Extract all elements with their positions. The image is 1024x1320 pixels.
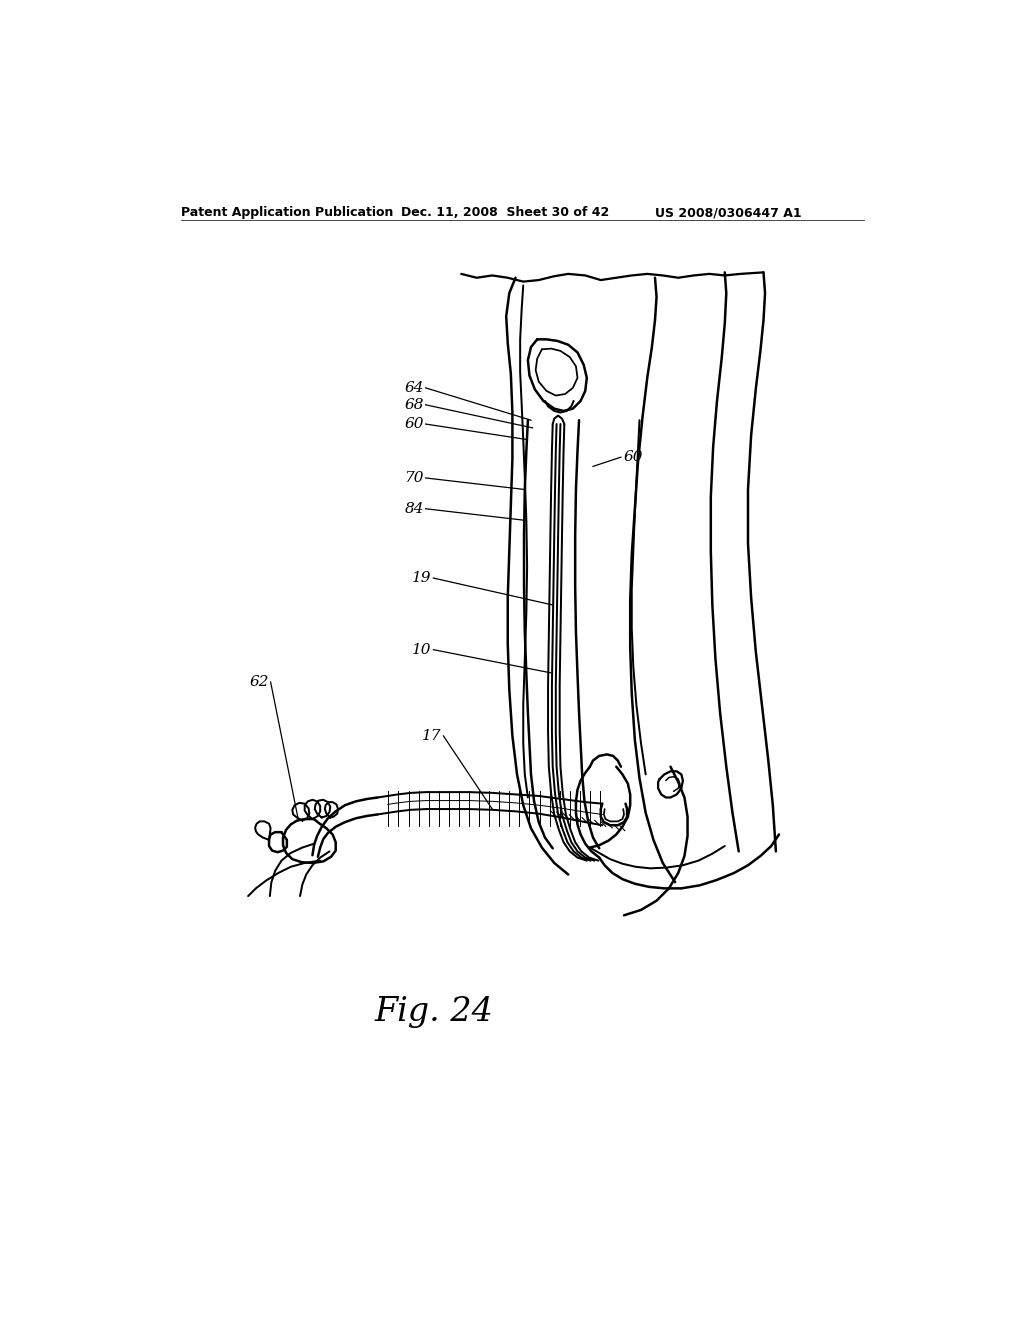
Text: 60: 60 <box>404 417 424 432</box>
Text: 62: 62 <box>250 675 269 689</box>
Text: 60: 60 <box>624 450 643 465</box>
Text: 84: 84 <box>404 502 424 516</box>
Text: 19: 19 <box>413 572 432 585</box>
Text: US 2008/0306447 A1: US 2008/0306447 A1 <box>655 206 802 219</box>
Text: Patent Application Publication: Patent Application Publication <box>180 206 393 219</box>
Text: 70: 70 <box>404 471 424 484</box>
Text: 17: 17 <box>422 729 442 743</box>
Text: 64: 64 <box>404 381 424 395</box>
Text: 10: 10 <box>413 643 432 656</box>
Text: Dec. 11, 2008  Sheet 30 of 42: Dec. 11, 2008 Sheet 30 of 42 <box>400 206 609 219</box>
Text: Fig. 24: Fig. 24 <box>375 997 494 1028</box>
Text: 68: 68 <box>404 397 424 412</box>
